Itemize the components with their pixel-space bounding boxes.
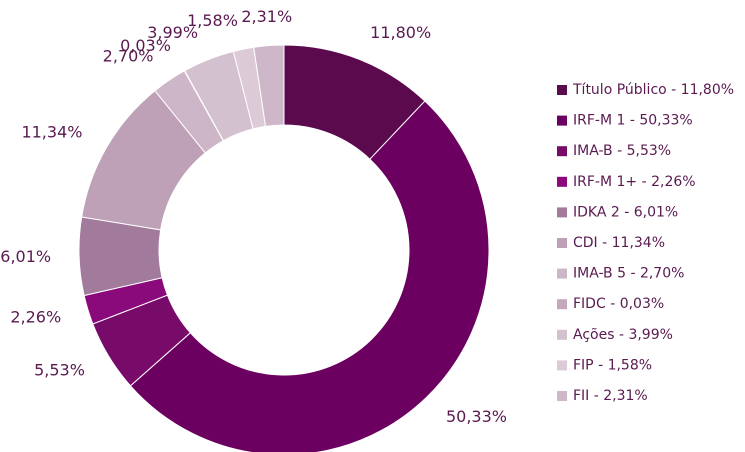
data-label: 11,80% <box>370 23 431 42</box>
legend-swatch <box>557 115 567 126</box>
data-label: 2,26% <box>10 308 61 327</box>
legend-swatch <box>557 268 567 279</box>
legend-swatch <box>557 391 567 401</box>
legend-swatch <box>557 299 567 310</box>
legend-swatch <box>557 176 567 187</box>
legend-label: Título Público - 11,80% <box>572 82 734 98</box>
data-label: 11,34% <box>21 123 82 142</box>
legend-label: IMA-B - 5,53% <box>573 143 671 159</box>
legend-swatch <box>557 207 567 218</box>
data-label: 50,33% <box>446 407 507 426</box>
data-label: 1,58% <box>187 11 238 30</box>
legend-label: CDI - 11,34% <box>573 235 665 251</box>
slice <box>129 100 490 452</box>
legend-label: IMA-B 5 - 2,70% <box>573 266 684 282</box>
legend-label: Ações - 3,99% <box>573 327 673 343</box>
data-label: 3,99% <box>147 23 198 42</box>
legend-swatch <box>557 329 567 340</box>
legend-label: IRF-M 1+ - 2,26% <box>573 174 696 190</box>
data-label: 5,53% <box>34 361 85 380</box>
legend-swatch <box>557 85 567 95</box>
data-label: 6,01% <box>0 247 51 266</box>
legend-swatch <box>557 360 567 371</box>
legend-label: IDKA 2 - 6,01% <box>573 204 678 220</box>
legend-label: FIDC - 0,03% <box>573 296 664 312</box>
legend-label: IRF-M 1 - 50,33% <box>573 113 693 129</box>
legend-swatch <box>557 146 567 157</box>
legend-label: FIP - 1,58% <box>573 357 652 373</box>
data-label: 2,70% <box>103 46 154 65</box>
slice <box>253 44 285 127</box>
legend-swatch <box>557 238 567 248</box>
data-label: 0,03% <box>120 36 171 55</box>
legend-label: FII - 2,31% <box>573 388 648 404</box>
data-label: 2,31% <box>241 7 292 26</box>
